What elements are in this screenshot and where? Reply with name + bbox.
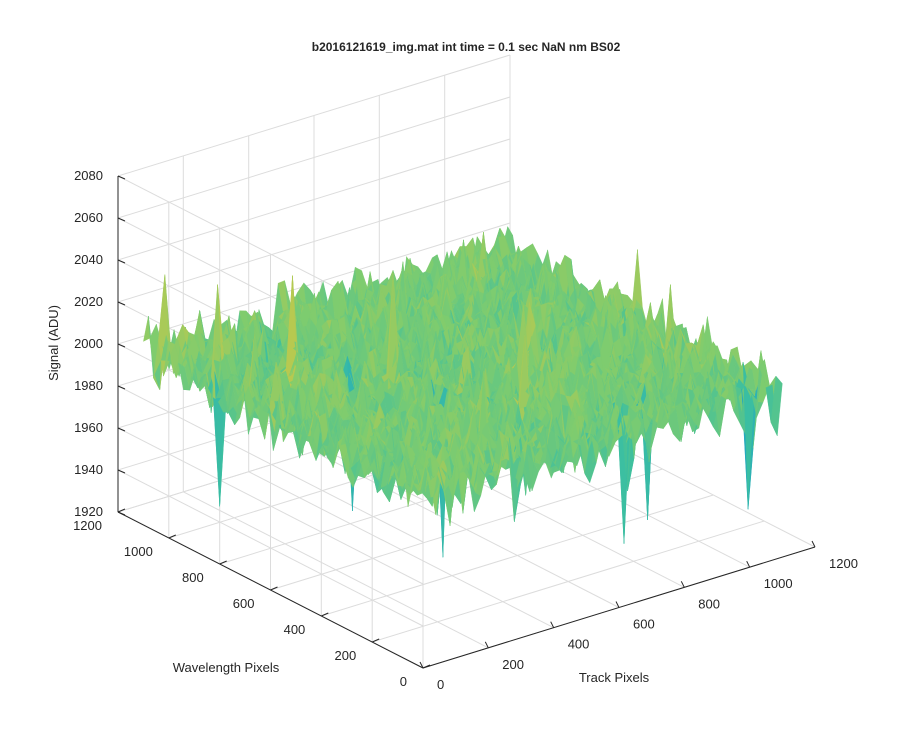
z-tick-mark: [117, 301, 126, 306]
x-tick-mark: [550, 621, 555, 628]
y-tick-mark: [422, 664, 431, 669]
grid-line: [270, 468, 663, 591]
x-tick-mark: [419, 661, 424, 669]
axis-lines: [117, 175, 816, 669]
y-tick-label: 1200: [73, 518, 102, 533]
z-tick-mark: [117, 259, 126, 264]
z-tick-label: 2020: [74, 294, 103, 309]
y-tick-label: 600: [233, 596, 255, 611]
x-tick-label: 800: [698, 596, 720, 611]
z-tick-mark: [117, 469, 126, 474]
y-tick-mark: [372, 638, 380, 643]
y-tick-mark: [168, 534, 176, 539]
x-tick-label: 600: [633, 617, 655, 632]
z-tick-mark: [117, 217, 126, 222]
z-tick-label: 2060: [74, 210, 103, 225]
x-tick-label: 0: [437, 677, 444, 692]
z-tick-label: 2040: [74, 252, 103, 267]
z-tick-mark: [117, 175, 126, 180]
z-tick-label: 1960: [74, 420, 103, 435]
y-axis-label: Wavelength Pixels: [173, 660, 280, 675]
surface-mesh: [143, 225, 783, 558]
y-tick-mark: [270, 586, 278, 591]
z-tick-mark: [117, 343, 126, 348]
surface-facet: [770, 375, 783, 437]
grid-line: [117, 180, 511, 303]
x-tick-label: 1000: [764, 576, 793, 591]
y-tick-mark: [117, 508, 126, 513]
y-tick-label: 800: [182, 570, 204, 585]
tick-labels: 0 200 400 600 800 1000 1200 0 200 400 600 800 1000 12…: [73, 168, 858, 692]
x-tick-label: 400: [568, 637, 590, 652]
z-tick-mark: [117, 427, 126, 432]
grid-line: [117, 138, 511, 261]
z-tick-label: 1920: [74, 504, 103, 519]
z-tick-label: 2080: [74, 168, 103, 183]
grid-line: [117, 96, 511, 219]
x-tick-mark: [811, 540, 816, 548]
z-tick-label: 1980: [74, 378, 103, 393]
x-tick-label: 200: [502, 657, 524, 672]
z-tick-label: 2000: [74, 336, 103, 351]
x-axis-label: Track Pixels: [579, 670, 650, 685]
y-tick-mark: [321, 612, 329, 617]
x-tick-mark: [615, 601, 620, 608]
y-tick-label: 400: [284, 622, 306, 637]
x-tick-mark: [746, 560, 751, 568]
z-tick-mark: [117, 511, 126, 516]
x-tick-mark: [680, 581, 685, 588]
z-tick-label: 1940: [74, 462, 103, 477]
x-tick-mark: [484, 641, 489, 649]
y-tick-label: 0: [400, 674, 407, 689]
chart-title: b2016121619_img.mat int time = 0.1 sec N…: [312, 40, 621, 54]
y-tick-mark: [219, 560, 227, 565]
grid-line: [321, 494, 714, 617]
grid-line: [117, 54, 511, 177]
x-tick-label: 1200: [829, 556, 858, 571]
grid-line: [117, 222, 511, 345]
z-tick-mark: [117, 385, 126, 390]
y-tick-label: 200: [334, 648, 356, 663]
z-axis-label: Signal (ADU): [46, 305, 61, 381]
y-tick-label: 1000: [124, 544, 153, 559]
grid-line: [372, 520, 765, 643]
